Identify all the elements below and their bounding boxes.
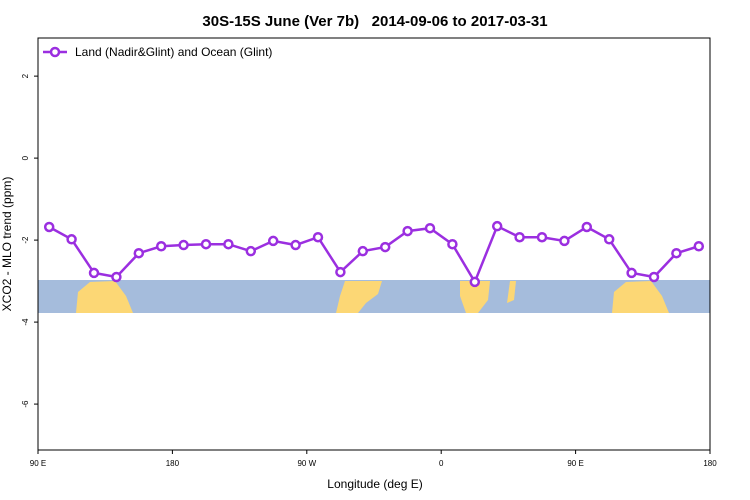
point	[559, 235, 570, 247]
legend-label: Land (Nadir&Glint) and Ocean (Glint)	[75, 45, 272, 59]
x-tick-label: 90 E	[567, 459, 583, 468]
point	[693, 241, 705, 252]
point	[357, 245, 369, 257]
x-tick-label: 90 W	[297, 459, 316, 468]
y-tick-label: -2	[21, 236, 30, 244]
x-tick-label: 180	[166, 459, 180, 468]
plot-frame	[37, 37, 711, 451]
point	[43, 221, 55, 233]
point	[491, 220, 503, 232]
point	[447, 238, 458, 250]
series-line	[48, 224, 700, 285]
point	[626, 267, 637, 279]
y-tick-label: -6	[21, 400, 30, 408]
point	[379, 241, 391, 253]
point	[66, 234, 77, 245]
y-tick-label: 0	[21, 155, 30, 160]
point	[88, 267, 100, 279]
map-strip	[38, 280, 710, 313]
point	[648, 271, 660, 283]
chart-title: 30S-15S June (Ver 7b) 2014-09-06 to 2017…	[202, 13, 547, 30]
point	[469, 276, 481, 288]
x-tick-label: 180	[703, 459, 717, 468]
point	[514, 231, 525, 243]
point	[111, 271, 122, 283]
point	[424, 222, 436, 234]
point	[581, 221, 593, 233]
point	[133, 247, 145, 259]
point	[178, 239, 189, 251]
point	[200, 238, 212, 250]
legend-marker	[49, 46, 61, 58]
point	[223, 238, 234, 250]
point	[312, 231, 324, 243]
y-tick-label: -4	[21, 318, 30, 326]
point	[335, 266, 346, 278]
point	[402, 225, 413, 237]
point	[245, 245, 257, 257]
point	[155, 241, 167, 252]
point	[536, 231, 548, 243]
y-tick-label: 2	[21, 73, 30, 78]
point	[603, 234, 615, 245]
point	[671, 247, 682, 259]
point	[290, 239, 301, 251]
point	[267, 235, 279, 247]
x-tick-label: 0	[439, 459, 444, 468]
x-axis-label: Longitude (deg E)	[327, 477, 422, 491]
x-tick-label: 90 E	[30, 459, 46, 468]
y-axis-label: XCO2 - MLO trend (ppm)	[0, 177, 14, 312]
